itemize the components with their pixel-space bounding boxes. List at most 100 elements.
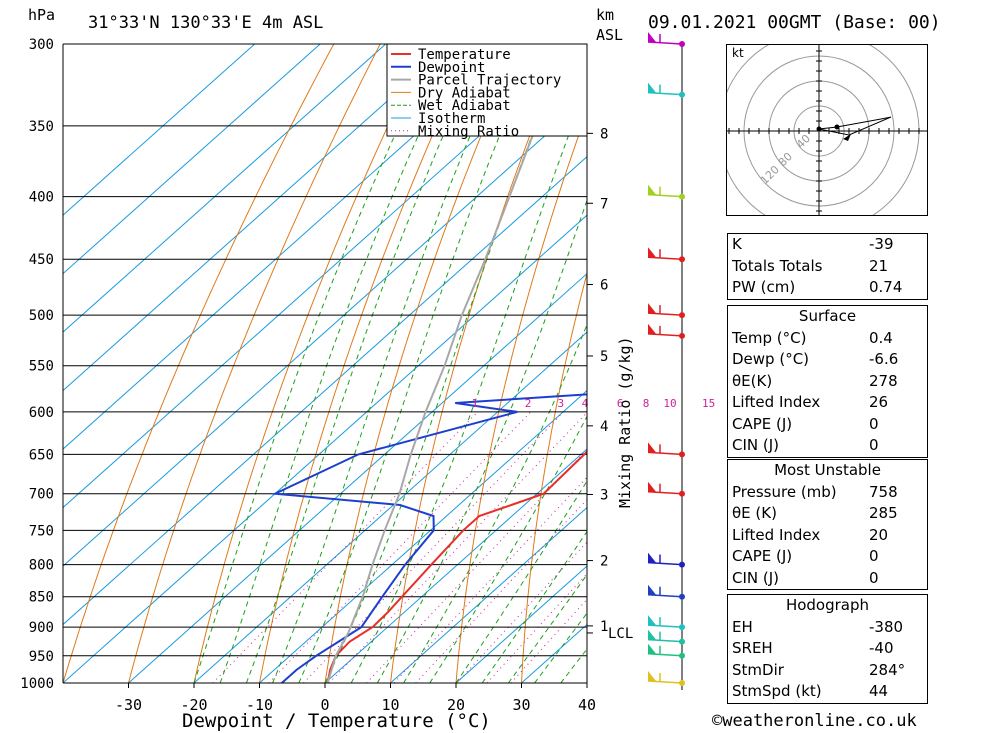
surface-label: Lifted Index — [732, 393, 821, 411]
wet-adiabat-line — [534, 612, 587, 683]
mixing-ratio-line — [415, 498, 587, 683]
surface-value: 26 — [869, 393, 889, 411]
hodograph-stat-value: -40 — [869, 639, 894, 657]
km-tick-label: LCL — [608, 626, 633, 642]
hodograph-stat-value: 44 — [869, 682, 889, 700]
isotherm-line — [259, 389, 587, 683]
pressure-tick-label: 500 — [29, 308, 54, 324]
surface-title: Surface — [798, 307, 857, 325]
hodograph-stat-row: StmDir 284° — [728, 660, 927, 682]
legend-entry: Dry Adiabat — [418, 85, 511, 101]
mixing-ratio-label: 4 — [582, 397, 589, 410]
isotherm-line — [63, 44, 387, 333]
most-unstable-row: Pressure (mb) 758 — [728, 482, 927, 504]
legend-entry: Wet Adiabat — [418, 98, 511, 114]
dry-adiabat-line — [521, 271, 587, 683]
credit-label: ©weatheronline.co.uk — [712, 711, 917, 731]
surface-value: 0 — [869, 436, 879, 454]
wet-adiabat-line — [403, 323, 587, 683]
wind-barb — [647, 184, 685, 200]
pressure-tick-label: 1000 — [20, 676, 54, 692]
hodograph-stats-title: Hodograph — [785, 596, 870, 614]
wind-barb — [647, 323, 685, 339]
mixing-ratio-line — [268, 411, 532, 683]
legend-entry: Temperature — [418, 47, 511, 63]
most-unstable-row: CAPE (J) 0 — [728, 546, 927, 568]
most-unstable-value: 20 — [869, 525, 889, 544]
most-unstable-row: θE (K) 285 — [728, 503, 927, 525]
most-unstable-value: 285 — [869, 504, 898, 522]
pressure-tick-label: 450 — [29, 252, 54, 268]
hodograph-stat-label: StmDir — [732, 660, 784, 679]
hpa-unit-label: hPa — [28, 6, 55, 24]
km-tick-label: 3 — [600, 487, 608, 503]
surface-row: θE(K) 278 — [728, 371, 927, 393]
wind-barb — [647, 247, 685, 263]
temperature-profile — [326, 450, 587, 683]
pressure-tick-label: 950 — [29, 649, 54, 665]
surface-value: 278 — [869, 371, 898, 390]
most-unstable-panel: Most Unstable Pressure (mb) 758 θE (K) 285 L… — [727, 459, 928, 590]
pressure-tick-label: 850 — [29, 590, 54, 606]
most-unstable-label: CAPE (J) — [732, 547, 793, 565]
x-tick-label: 20 — [447, 696, 465, 714]
isotherm-line — [390, 506, 587, 683]
isotherm-line — [63, 44, 518, 450]
wet-adiabat-line — [193, 44, 439, 683]
wet-adiabat-line — [298, 44, 539, 683]
hodograph-stat-value: -380 — [869, 617, 904, 636]
dry-adiabat-line — [951, 44, 984, 683]
y2-axis-title: Mixing Ratio (g/kg) — [616, 336, 634, 508]
isotherm-line — [63, 44, 583, 509]
km-tick-label: 1 — [600, 619, 608, 635]
x-tick-label: -20 — [180, 696, 207, 714]
surface-label: Dewp (°C) — [732, 350, 810, 368]
pressure-tick-label: 550 — [29, 359, 54, 375]
km-tick-label: 5 — [600, 349, 608, 365]
dry-adiabat-line — [193, 44, 428, 683]
legend-box — [386, 43, 588, 137]
mixing-ratio-line — [486, 573, 587, 683]
hodograph-trace — [818, 116, 892, 136]
wind-barb — [647, 615, 685, 631]
index-pw: PW (cm) 0.74 — [732, 278, 903, 296]
asl-unit-label: ASL — [596, 26, 623, 44]
wind-barb — [647, 671, 685, 686]
hodograph-stat-row: SREH -40 — [728, 638, 927, 660]
index-totals-totals: Totals Totals 21 — [732, 256, 889, 275]
surface-value: 0 — [869, 414, 879, 433]
km-unit-label: km — [596, 6, 614, 24]
km-tick-label: 7 — [600, 196, 608, 212]
isotherm-line — [63, 214, 587, 683]
wind-barb — [647, 442, 685, 458]
hodograph-stat-row: EH -380 — [728, 617, 927, 639]
pressure-tick-label: 750 — [29, 523, 54, 539]
hodograph-stats-panel: Hodograph EH -380 SREH -40 StmDir 284° StmSpd … — [727, 594, 928, 704]
wet-adiabat-line — [507, 573, 587, 683]
hodograph-stat-row: StmSpd (kt) 44 — [728, 681, 927, 703]
most-unstable-row: Lifted Index 20 — [728, 525, 927, 547]
most-unstable-label: Lifted Index — [732, 525, 821, 544]
most-unstable-label: Pressure (mb) — [732, 482, 837, 501]
x-tick-label: -10 — [246, 696, 273, 714]
x-axis-title: Dewpoint / Temperature (°C) — [182, 710, 491, 732]
surface-label: CIN (J) — [732, 436, 780, 454]
wind-barb — [647, 552, 685, 568]
mixing-ratio-line — [328, 411, 587, 683]
wet-adiabat-line — [272, 44, 511, 683]
index-k: K -39 — [732, 235, 894, 253]
dry-adiabat-line — [324, 44, 520, 683]
mixing-ratio-label: 2 — [525, 397, 532, 410]
mixing-ratio-line — [366, 448, 587, 683]
surface-row: Temp (°C) 0.4 — [728, 328, 927, 350]
x-tick-label: 0 — [320, 696, 329, 714]
isotherm-line — [63, 97, 587, 567]
wet-adiabat-line — [324, 44, 570, 683]
parcel-trajectory — [326, 44, 571, 683]
surface-label: Temp (°C) — [732, 328, 807, 347]
most-unstable-label: CIN (J) — [732, 568, 780, 587]
datetime-label: 09.01.2021 00GMT (Base: 00) — [648, 12, 941, 33]
surface-row: Lifted Index 26 — [728, 392, 927, 414]
x-tick-label: 40 — [578, 696, 596, 714]
